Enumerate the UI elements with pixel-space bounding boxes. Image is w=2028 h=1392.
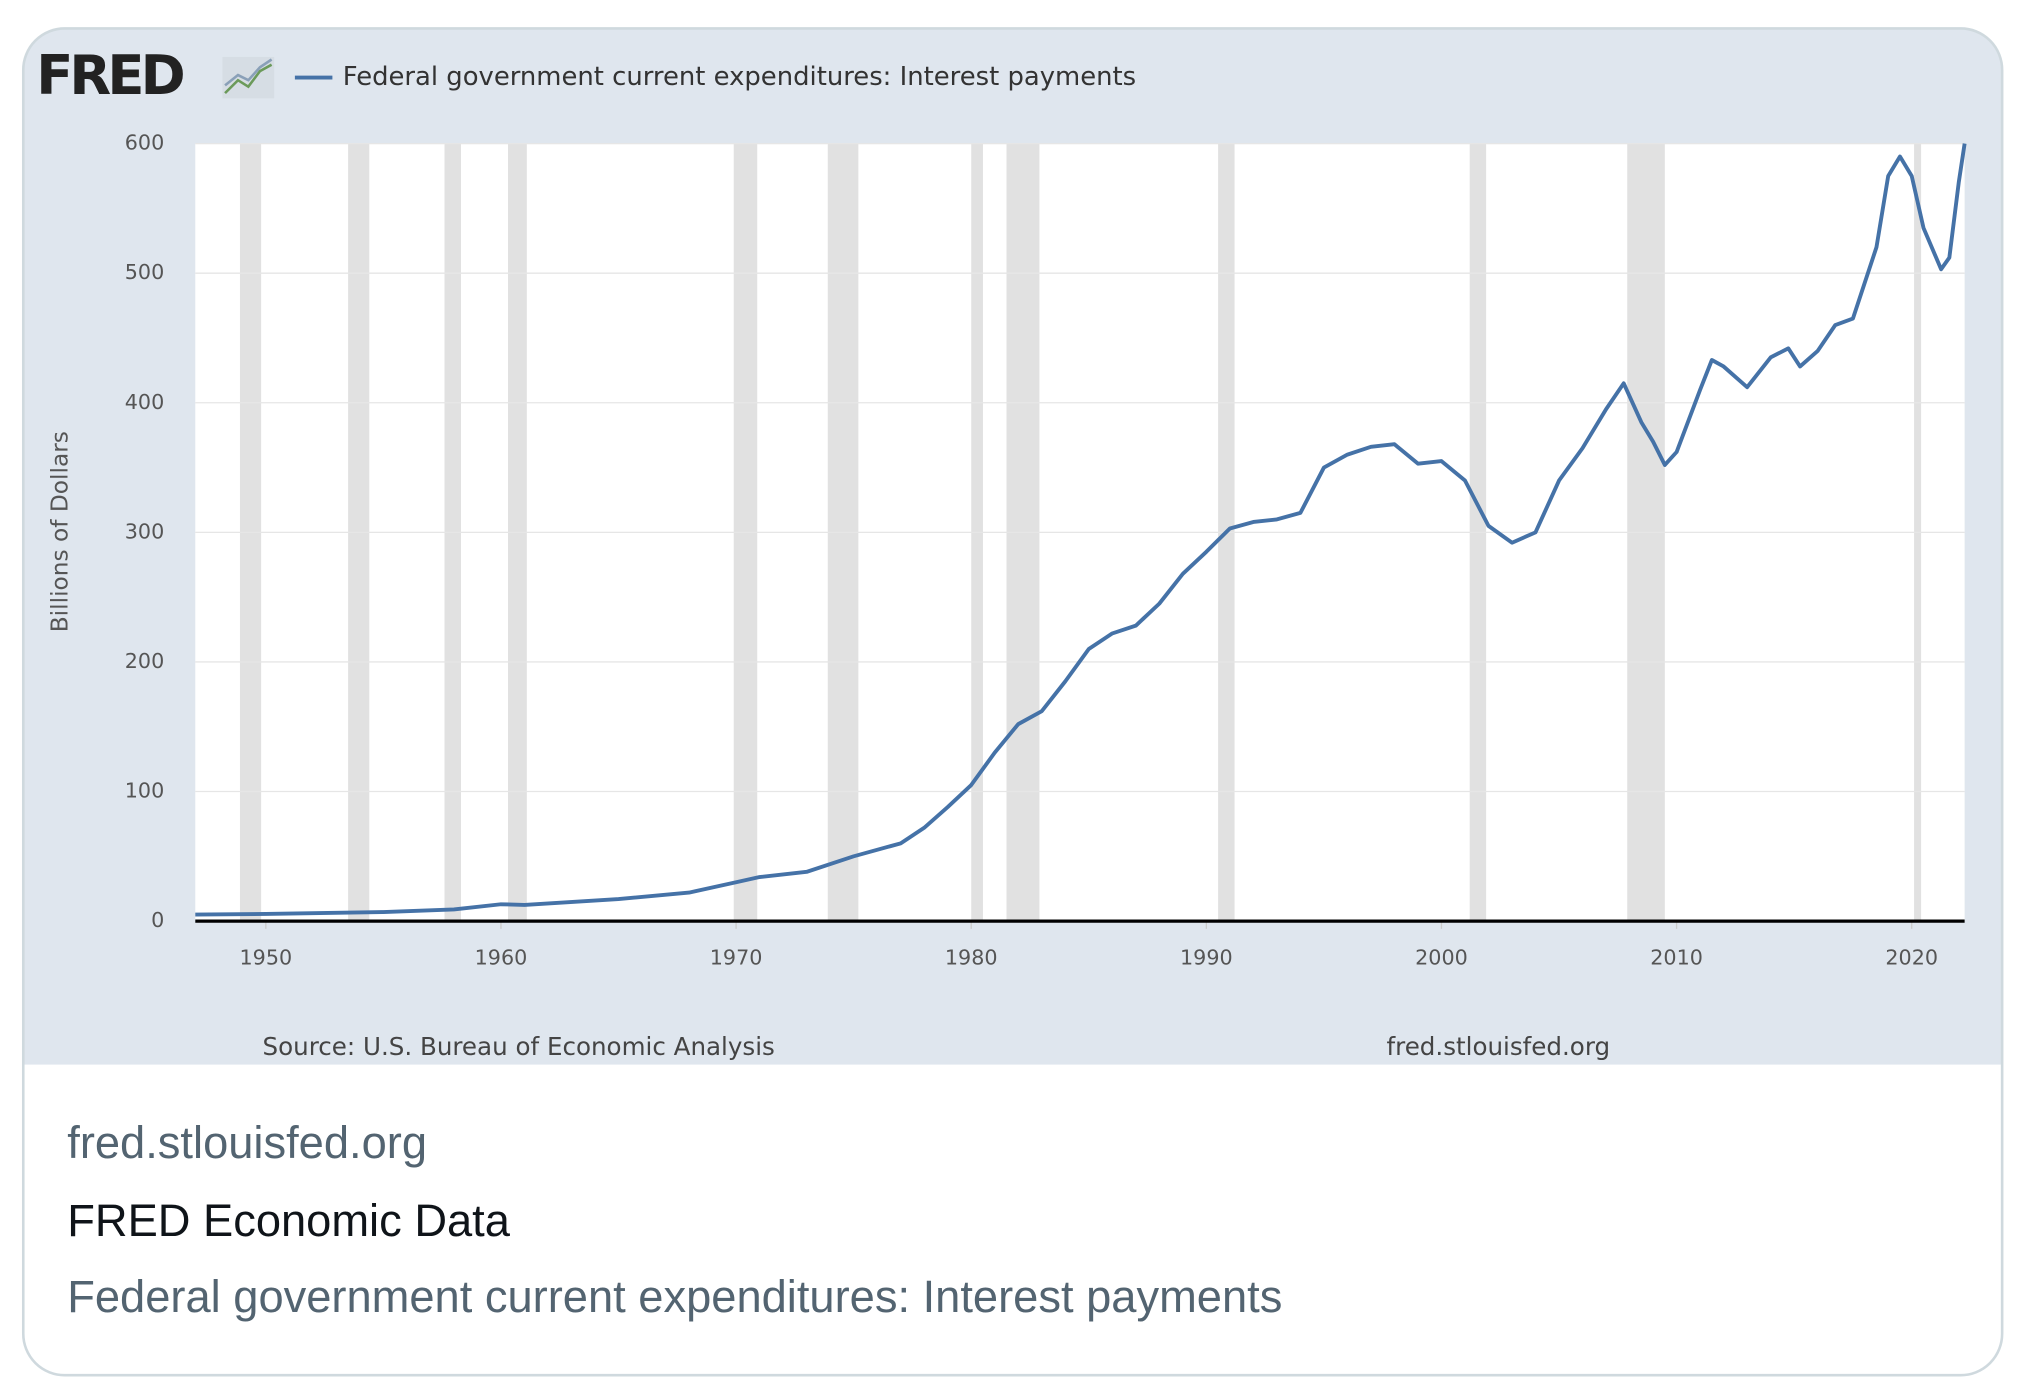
y-tick-label: 100: [125, 779, 164, 803]
source-note: Source: U.S. Bureau of Economic Analysis: [263, 1032, 775, 1061]
y-tick-label: 600: [125, 131, 164, 155]
watermark: fred.stlouisfed.org: [1386, 1032, 1610, 1061]
x-tick-label: 1970: [710, 946, 763, 970]
x-tick-label: 1960: [475, 946, 528, 970]
y-tick-label: 300: [125, 519, 164, 543]
x-tick-label: 1980: [945, 946, 998, 970]
card-border[interactable]: [21, 27, 2004, 1377]
data-line: [195, 143, 1967, 917]
legend-label: Federal government current expenditures:…: [343, 62, 1136, 92]
x-tick-label: 1950: [240, 946, 293, 970]
y-tick-label: 400: [125, 390, 164, 414]
logo-icon: [222, 56, 275, 99]
x-tick-label: 2010: [1650, 946, 1703, 970]
x-tick-label: 2000: [1415, 946, 1468, 970]
card-description[interactable]: Federal government current expenditures:…: [67, 1271, 1282, 1322]
x-tick-label: 1990: [1180, 946, 1233, 970]
card-domain[interactable]: fred.stlouisfed.org: [67, 1117, 427, 1168]
y-axis-label: Billions of Dollars: [46, 431, 73, 632]
card-footer: [23, 1064, 2003, 1376]
y-tick-label: 200: [125, 649, 164, 673]
x-tick-label: 2020: [1885, 946, 1938, 970]
card-site[interactable]: FRED Economic Data: [67, 1195, 511, 1246]
fred-logo: FRED: [36, 44, 183, 107]
y-tick-label: 500: [125, 260, 164, 284]
plot: 0 100 200 300 400 500 600 1950 1960 1970 1980 1990 2…: [125, 131, 1967, 970]
y-tick-label: 0: [151, 908, 164, 932]
